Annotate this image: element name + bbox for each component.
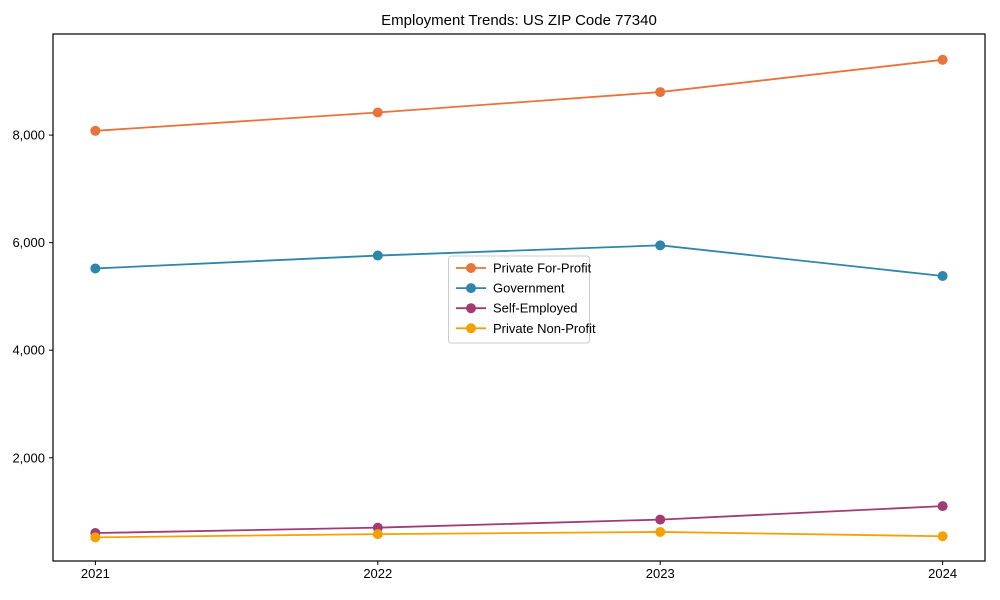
plot-area: 2,000 4,000 6,000 8,000 2021 2022 2023 2024 Priv… [12,33,986,581]
data-point-private-non-profit-2021 [90,532,101,543]
legend-label-government: Government [493,281,565,296]
series-private-non-profit [90,526,948,543]
series-line-private-non-profit [95,531,943,539]
data-point-private-non-profit-2024 [937,531,948,542]
legend-label-private-for-profit: Private For-Profit [493,261,592,276]
series-line-private-for-profit [95,58,943,132]
data-point-government-2022 [372,250,383,261]
x-tick-label: 2024 [928,566,957,581]
legend-label-self-employed: Self-Employed [493,301,578,316]
y-tick-label: 8,000 [12,128,45,143]
series-line-government [95,244,943,277]
y-tick-label: 6,000 [12,235,45,250]
data-point-self-employed-2024 [937,501,948,512]
x-tick-label: 2023 [646,566,675,581]
series-government [90,240,948,281]
data-point-private-for-profit-2023 [655,87,666,98]
legend-marker-self-employed [466,303,476,314]
plot-frame [52,33,986,562]
data-point-government-2021 [90,263,101,274]
chart-title: Employment Trends: US ZIP Code 77340 [381,12,657,29]
legend-item-private-for-profit: Private For-Profit [456,261,592,276]
data-point-private-for-profit-2021 [90,125,101,136]
data-point-government-2023 [655,240,666,251]
data-point-private-non-profit-2023 [655,526,666,537]
data-point-private-non-profit-2022 [372,529,383,540]
y-tick-label: 2,000 [12,450,45,465]
legend-marker-private-non-profit [466,323,476,334]
series-private-for-profit [90,54,948,136]
legend-marker-private-for-profit [466,263,476,273]
legend: Private For-Profit Government Self-Employe… [448,255,596,344]
legend-item-self-employed: Self-Employed [456,301,578,316]
legend-box [448,255,590,344]
x-tick-label: 2021 [81,566,110,581]
data-point-private-for-profit-2022 [372,107,383,118]
legend-marker-government [466,283,476,294]
data-point-government-2024 [937,270,948,281]
series-line-self-employed [95,505,943,534]
data-point-private-for-profit-2024 [937,54,948,65]
y-tick-label: 4,000 [12,343,45,358]
data-point-self-employed-2023 [655,514,666,525]
legend-label-private-non-profit: Private Non-Profit [493,321,596,336]
legend-item-government: Government [456,281,565,296]
legend-item-private-non-profit: Private Non-Profit [456,321,596,336]
x-tick-label: 2022 [363,566,392,581]
